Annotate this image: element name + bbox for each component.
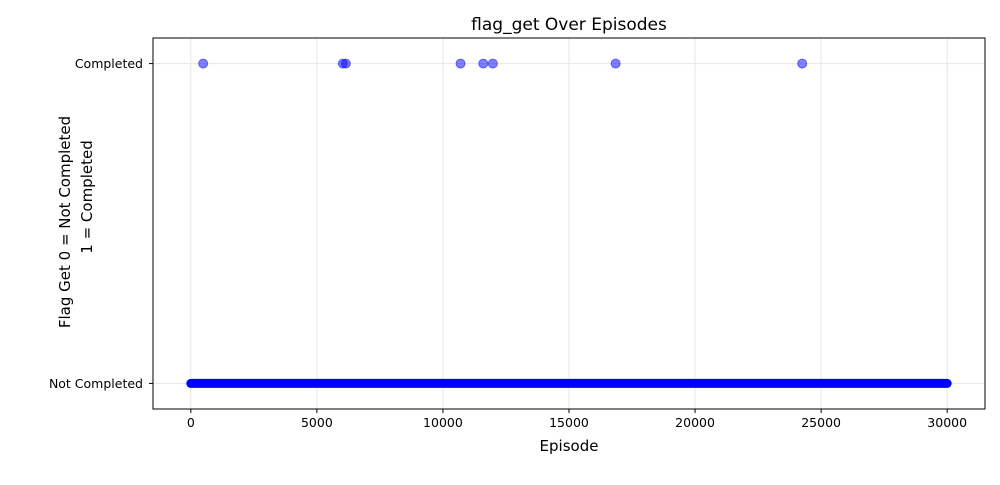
data-points	[186, 58, 952, 388]
x-axis-label: Episode	[540, 437, 599, 455]
x-tick-label: 20000	[675, 415, 715, 430]
x-tick-label: 15000	[549, 415, 589, 430]
y-tick-label: Not Completed	[49, 376, 143, 391]
completed-point	[487, 58, 498, 69]
completed-point	[340, 58, 351, 69]
completed-point	[455, 58, 466, 69]
x-tick-label: 30000	[927, 415, 967, 430]
x-axis-ticks: 0 5000 10000 15000 20000 25000 30000	[187, 409, 967, 430]
y-tick-label: Completed	[75, 56, 143, 71]
x-tick-label: 0	[187, 415, 195, 430]
y-axis-label-line-2: 1 = Completed	[78, 140, 96, 253]
completed-point	[198, 58, 209, 69]
completed-point	[610, 58, 621, 69]
y-axis-ticks: Not Completed Completed	[49, 56, 153, 391]
chart-title: flag_get Over Episodes	[471, 15, 667, 35]
completed-point	[478, 58, 489, 69]
x-tick-label: 5000	[301, 415, 333, 430]
x-tick-label: 25000	[801, 415, 841, 430]
completed-point	[797, 58, 808, 69]
y-axis-label-line-1: Flag Get 0 = Not Completed	[56, 116, 74, 328]
x-tick-label: 10000	[423, 415, 463, 430]
grid	[153, 38, 985, 409]
